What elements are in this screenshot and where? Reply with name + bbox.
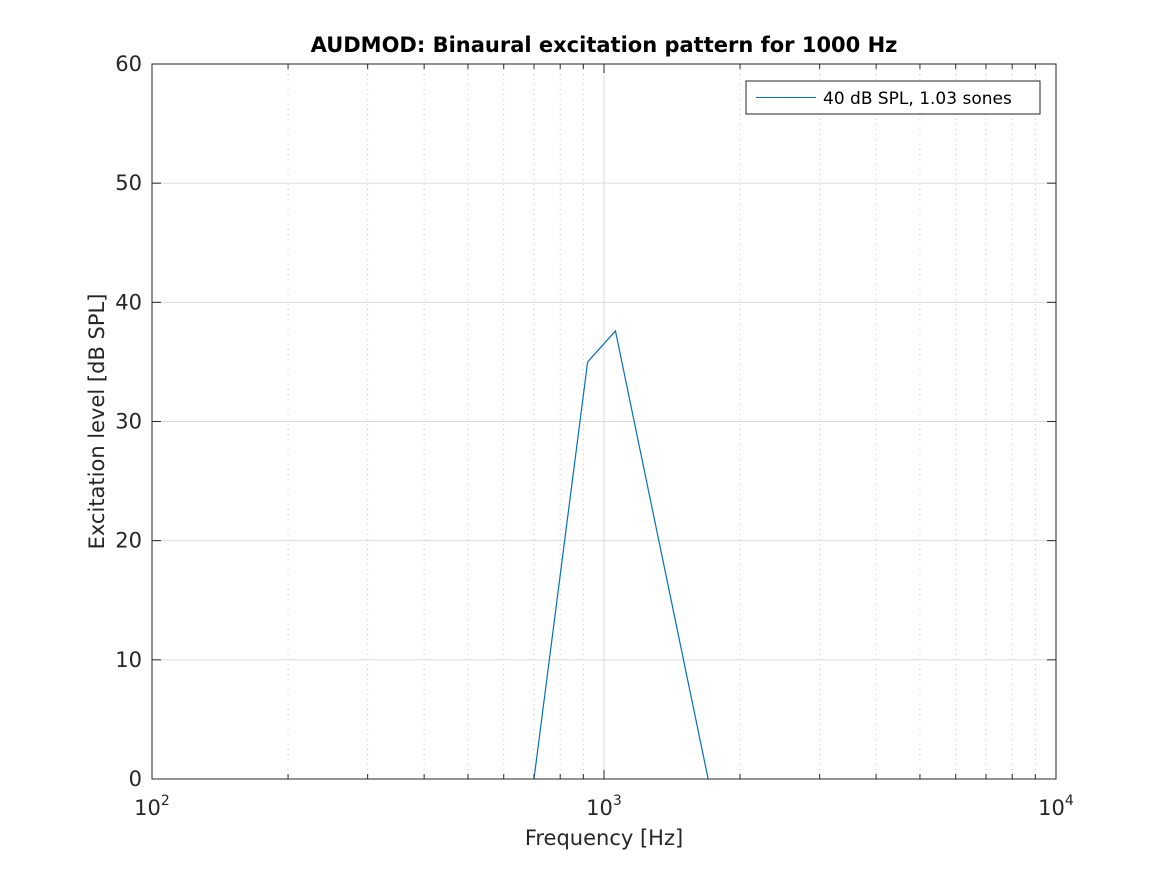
legend-box <box>745 80 1041 115</box>
chart-title: AUDMOD: Binaural excitation pattern for … <box>311 33 898 57</box>
x-tick-exponent: 3 <box>613 793 622 809</box>
y-tick-label: 0 <box>129 767 142 791</box>
x-axis-label: Frequency [Hz] <box>525 826 683 850</box>
axis-ticks <box>151 63 1057 780</box>
series-layer <box>533 329 709 780</box>
y-tick-label: 40 <box>115 290 142 314</box>
x-tick-exponent: 2 <box>161 793 170 809</box>
legend: 40 dB SPL, 1.03 sones <box>745 80 1041 115</box>
y-tick-label: 30 <box>115 410 142 434</box>
grid <box>152 64 1056 779</box>
y-tick-label: 10 <box>115 648 142 672</box>
y-tick-label: 20 <box>115 529 142 553</box>
y-axis-label: Excitation level [dB SPL] <box>85 294 109 550</box>
x-tick-exponent: 4 <box>1065 793 1074 809</box>
y-tick-label: 60 <box>115 52 142 76</box>
legend-entry-label: 40 dB SPL, 1.03 sones <box>823 89 1012 109</box>
series-line-0 <box>533 329 709 780</box>
y-tick-label: 50 <box>115 171 142 195</box>
